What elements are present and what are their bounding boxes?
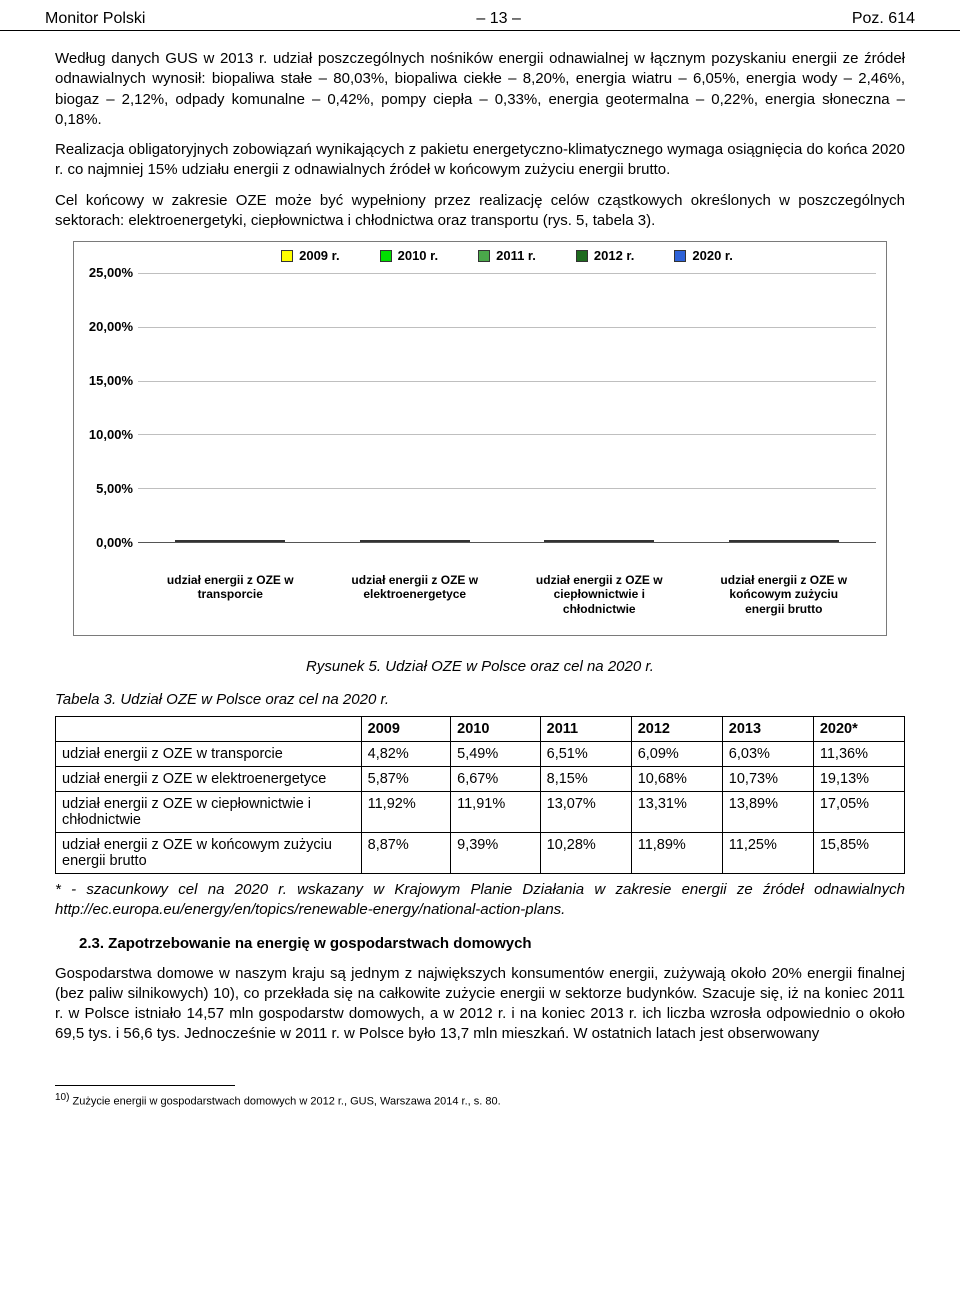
legend-item: 2011 r. [478,248,536,263]
bar-chart: 2009 r.2010 r.2011 r.2012 r.2020 r. 25,0… [73,241,887,636]
bar [426,540,448,542]
bar [610,540,632,542]
table-cell: 17,05% [813,792,904,833]
footnote-separator [55,1085,235,1086]
table-cell: 9,39% [451,833,541,874]
paragraph-3: Cel końcowy w zakresie OZE może być wype… [55,191,905,232]
table-cell: 11,36% [813,742,904,767]
table-cell: 4,82% [361,742,451,767]
bar-cluster [525,540,673,542]
table-row: udział energii z OZE w transporcie4,82%5… [56,742,905,767]
table-cell: 10,28% [540,833,631,874]
oze-table: 200920102011201220132020* udział energii… [55,716,905,874]
bar [197,540,219,542]
table-cell: 6,03% [722,742,813,767]
bar [241,540,263,542]
x-axis-label: udział energii z OZE w elektroenergetyce [341,573,489,579]
table-cell: 10,73% [722,767,813,792]
table-row: udział energii z OZE w ciepłownictwie i … [56,792,905,833]
table-cell: 10,68% [631,767,722,792]
bar [751,540,773,542]
table-header-cell: 2020* [813,717,904,742]
legend-item: 2010 r. [380,248,439,263]
bar [729,540,751,542]
table-cell: 13,31% [631,792,722,833]
table-cell: 6,67% [451,767,541,792]
table-cell: udział energii z OZE w elektroenergetyce [56,767,362,792]
paragraph-2: Realizacja obligatoryjnych zobowiązań wy… [55,140,905,181]
paragraph-4: Gospodarstwa domowe w naszym kraju są je… [55,964,905,1045]
table-cell: 8,15% [540,767,631,792]
header-center: – 13 – [476,10,520,28]
table-cell: 11,25% [722,833,813,874]
table-cell: 11,92% [361,792,451,833]
table-header-cell [56,717,362,742]
footnote: 10) Zużycie energii w gospodarstwach dom… [55,1092,905,1108]
bar [175,540,197,542]
bar [588,540,610,542]
x-axis-label: udział energii z OZE w końcowym zużyciu … [710,573,858,579]
figure-caption: Rysunek 5. Udział OZE w Polsce oraz cel … [55,658,905,675]
table-cell: 5,49% [451,742,541,767]
table-cell: 6,51% [540,742,631,767]
table-cell: 15,85% [813,833,904,874]
table-cell: 19,13% [813,767,904,792]
bar [360,540,382,542]
bar [773,540,795,542]
bar [817,540,839,542]
table-header-cell: 2012 [631,717,722,742]
header-right: Poz. 614 [852,10,915,28]
header-left: Monitor Polski [45,10,145,28]
table-cell: udział energii z OZE w transporcie [56,742,362,767]
table-header-cell: 2009 [361,717,451,742]
bar [632,540,654,542]
bar [795,540,817,542]
bar [219,540,241,542]
page-header: Monitor Polski – 13 – Poz. 614 [0,0,960,31]
bar-cluster [341,540,489,542]
legend-item: 2020 r. [674,248,733,263]
table-header-cell: 2011 [540,717,631,742]
table-cell: 6,09% [631,742,722,767]
x-axis-label: udział energii z OZE w ciepłownictwie i … [525,573,673,579]
bar [382,540,404,542]
table-header-cell: 2013 [722,717,813,742]
section-heading: 2.3. Zapotrzebowanie na energię w gospod… [79,935,905,952]
legend-item: 2012 r. [576,248,635,263]
table-row: udział energii z OZE w końcowym zużyciu … [56,833,905,874]
table-cell: 11,91% [451,792,541,833]
bar [566,540,588,542]
table-cell: 13,89% [722,792,813,833]
bar [263,540,285,542]
legend-item: 2009 r. [281,248,340,263]
table-cell: 11,89% [631,833,722,874]
table-cell: udział energii z OZE w ciepłownictwie i … [56,792,362,833]
bar [448,540,470,542]
table-footnote: * - szacunkowy cel na 2020 r. wskazany w… [55,880,905,921]
bar-cluster [156,540,304,542]
table-cell: 13,07% [540,792,631,833]
bar [544,540,566,542]
bar [404,540,426,542]
table-caption: Tabela 3. Udział OZE w Polsce oraz cel n… [55,691,905,708]
table-row: udział energii z OZE w elektroenergetyce… [56,767,905,792]
paragraph-1: Według danych GUS w 2013 r. udział poszc… [55,49,905,130]
table-cell: 8,87% [361,833,451,874]
x-axis-label: udział energii z OZE w transporcie [156,573,304,579]
bar-cluster [710,540,858,542]
table-header-cell: 2010 [451,717,541,742]
table-cell: udział energii z OZE w końcowym zużyciu … [56,833,362,874]
table-cell: 5,87% [361,767,451,792]
